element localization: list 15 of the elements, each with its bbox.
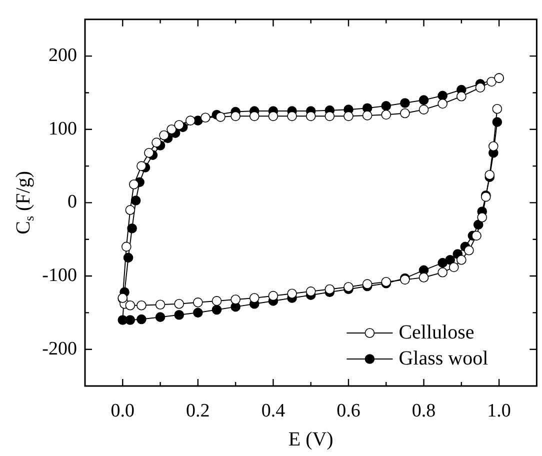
y-tick-label: 0 [68,192,77,213]
legend-label: Cellulose [398,321,474,344]
y-tick-label: 200 [48,45,77,66]
x-axis-title: E (V) [288,428,334,450]
y-tick-label: -100 [42,265,77,286]
x-tick-label: 0.0 [110,400,135,422]
x-tick-label: 0.2 [186,400,210,422]
y-tick-label: 100 [48,118,77,140]
legend-label: Glass wool [398,347,489,370]
x-tick-label: 0.6 [336,400,360,422]
x-tick-label: 1.0 [487,400,511,422]
y-axis-title: Cs (F/g) [12,171,36,234]
x-tick-label: 0.8 [412,400,436,422]
y-tick-label: -200 [42,338,77,360]
x-tick-label: 0.4 [261,400,286,422]
